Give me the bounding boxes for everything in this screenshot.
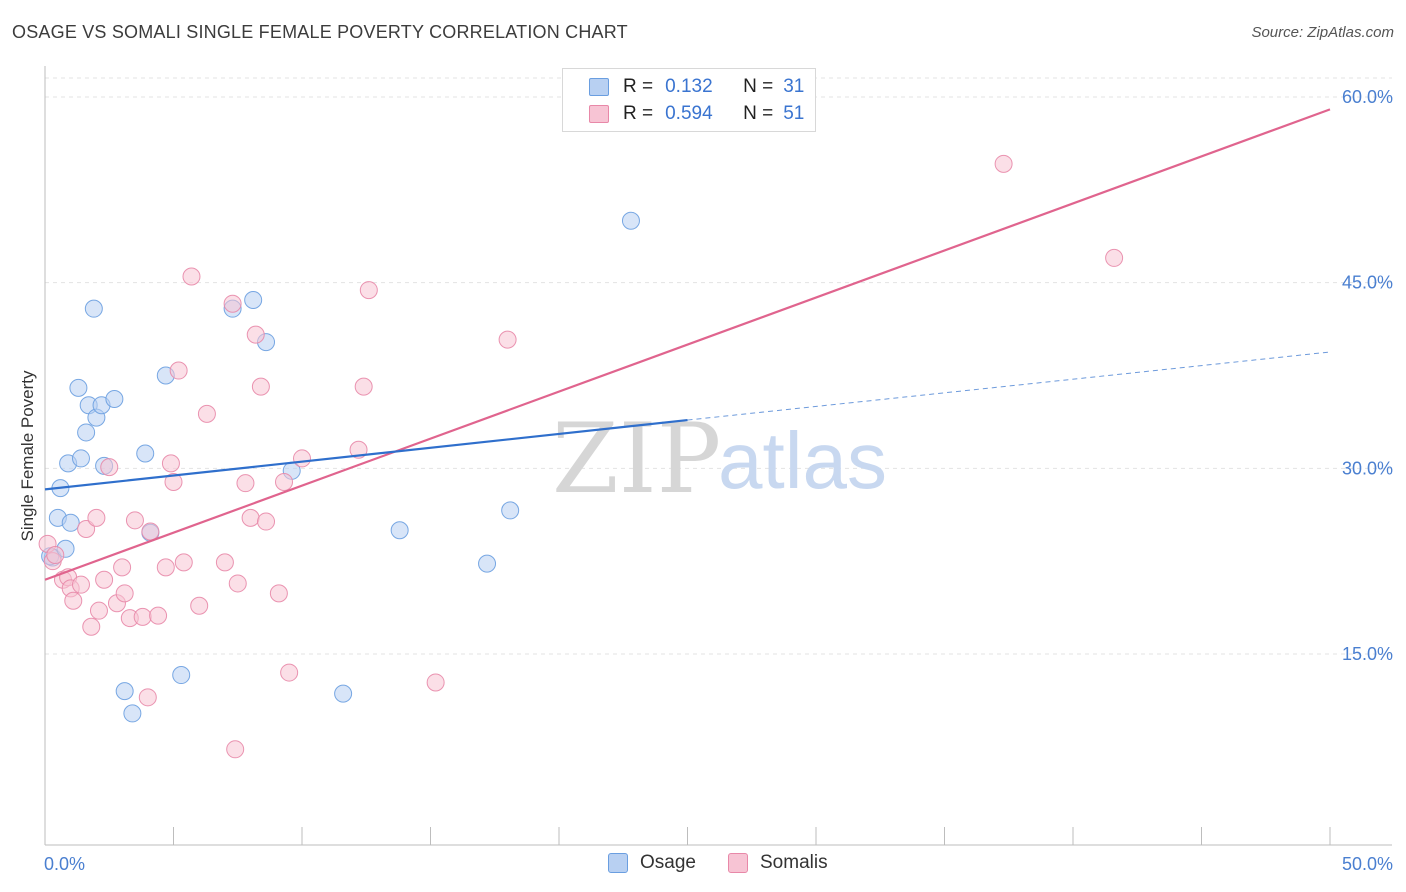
somalis-point [359, 281, 378, 300]
legend-row-somalis: R = 0.594 N = 51 [589, 102, 804, 126]
somalis-point [246, 325, 265, 344]
somalis-point [275, 472, 294, 491]
somalis-r-label: R = [623, 103, 654, 124]
somalis-point [156, 558, 175, 577]
somalis-point [354, 377, 373, 396]
somalis-n-value: 51 [783, 103, 805, 124]
somalis-point [223, 294, 242, 313]
x-tick-label-min: 0.0% [44, 854, 85, 874]
osage-point [478, 554, 497, 573]
osage-point [84, 299, 103, 318]
somalis-point [994, 154, 1013, 173]
somalis-point [169, 361, 188, 380]
somalis-point [215, 553, 234, 572]
somalis-point [89, 601, 108, 620]
somalis-point [197, 404, 216, 423]
somalis-point [241, 508, 260, 527]
osage-point [136, 444, 155, 463]
somalis-point [71, 575, 90, 594]
osage-swatch [589, 78, 609, 96]
somalis-point [293, 449, 311, 468]
osage-point [77, 423, 96, 442]
osage-point [390, 521, 409, 540]
osage-point [61, 513, 80, 532]
somalis-trend-line [44, 108, 1331, 581]
somalis-point [236, 474, 255, 493]
gridlines [45, 77, 1392, 655]
somalis-point [164, 472, 183, 491]
data-points [38, 154, 1124, 759]
watermark-atlas: atlas [718, 416, 887, 505]
osage-point [501, 501, 520, 520]
somalis-point [141, 522, 160, 541]
legend-item-somalis[interactable]: Somalis [728, 852, 828, 874]
tick-labels: 15.0% 30.0% 45.0% 60.0% 0.0% 50.0% [44, 87, 1393, 874]
osage-point [244, 290, 263, 309]
osage-point [123, 704, 142, 723]
osage-point [105, 390, 124, 409]
trend-lines [44, 108, 1331, 581]
osage-trend-line [44, 418, 688, 491]
y-tick-label: 30.0% [1342, 458, 1393, 478]
somalis-point [133, 607, 152, 626]
y-tick-label: 45.0% [1342, 273, 1393, 293]
osage-point [71, 449, 90, 468]
somalis-point [125, 511, 144, 530]
somalis-point [226, 740, 245, 759]
somalis-point [498, 330, 517, 349]
somalis-point [426, 673, 445, 692]
somalis-point [257, 512, 276, 531]
somalis-point [100, 458, 119, 477]
osage-n-value: 31 [783, 76, 805, 97]
y-tick-label: 15.0% [1342, 644, 1393, 664]
somalis-swatch [589, 105, 609, 123]
osage-point [621, 211, 640, 230]
somalis-point [174, 553, 193, 572]
watermark-zip: ZIP [552, 403, 721, 515]
source-label: Source: ZipAtlas.com [1251, 24, 1394, 41]
osage-point [334, 684, 353, 703]
osage-n-label: N = [743, 76, 774, 97]
somalis-point [182, 267, 201, 286]
somalis-point [113, 558, 132, 577]
somalis-r-value: 0.594 [665, 103, 713, 124]
osage-point [172, 666, 191, 685]
somalis-point [251, 377, 270, 396]
somalis-point [95, 570, 114, 589]
osage-point [69, 378, 88, 397]
correlation-legend: R = 0.132 N = 31 R = 0.594 N = 51 [562, 68, 816, 132]
somalis-point [64, 591, 83, 610]
somalis-point [1105, 248, 1124, 267]
somalis-point [149, 606, 168, 625]
somalis-point [87, 508, 106, 527]
somalis-point [46, 545, 65, 564]
somalis-point [77, 519, 96, 538]
legend-item-osage[interactable]: Osage [608, 852, 696, 874]
somalis-point [190, 596, 209, 615]
somalis-legend-label: Somalis [760, 852, 828, 873]
osage-point [115, 682, 134, 701]
y-tick-label: 60.0% [1342, 87, 1393, 107]
somalis-legend-swatch [728, 853, 748, 873]
somalis-point [280, 663, 299, 682]
legend-row-osage: R = 0.132 N = 31 [589, 75, 804, 99]
somalis-point [228, 574, 247, 593]
somalis-point [269, 584, 288, 603]
osage-r-value: 0.132 [665, 76, 713, 97]
osage-legend-swatch [608, 853, 628, 873]
watermark: ZIP atlas [552, 403, 887, 515]
series-legend: Osage Somalis [0, 852, 1406, 876]
chart-title: OSAGE VS SOMALI SINGLE FEMALE POVERTY CO… [12, 22, 628, 42]
osage-r-label: R = [623, 76, 654, 97]
somalis-n-label: N = [743, 103, 774, 124]
somalis-point [82, 617, 101, 636]
somalis-point [161, 454, 180, 473]
osage-legend-label: Osage [640, 852, 696, 873]
axes [44, 66, 1392, 846]
x-tick-label-max: 50.0% [1342, 854, 1393, 874]
somalis-point [115, 584, 134, 603]
osage-trend-extension [687, 351, 1331, 421]
somalis-point [138, 688, 157, 707]
